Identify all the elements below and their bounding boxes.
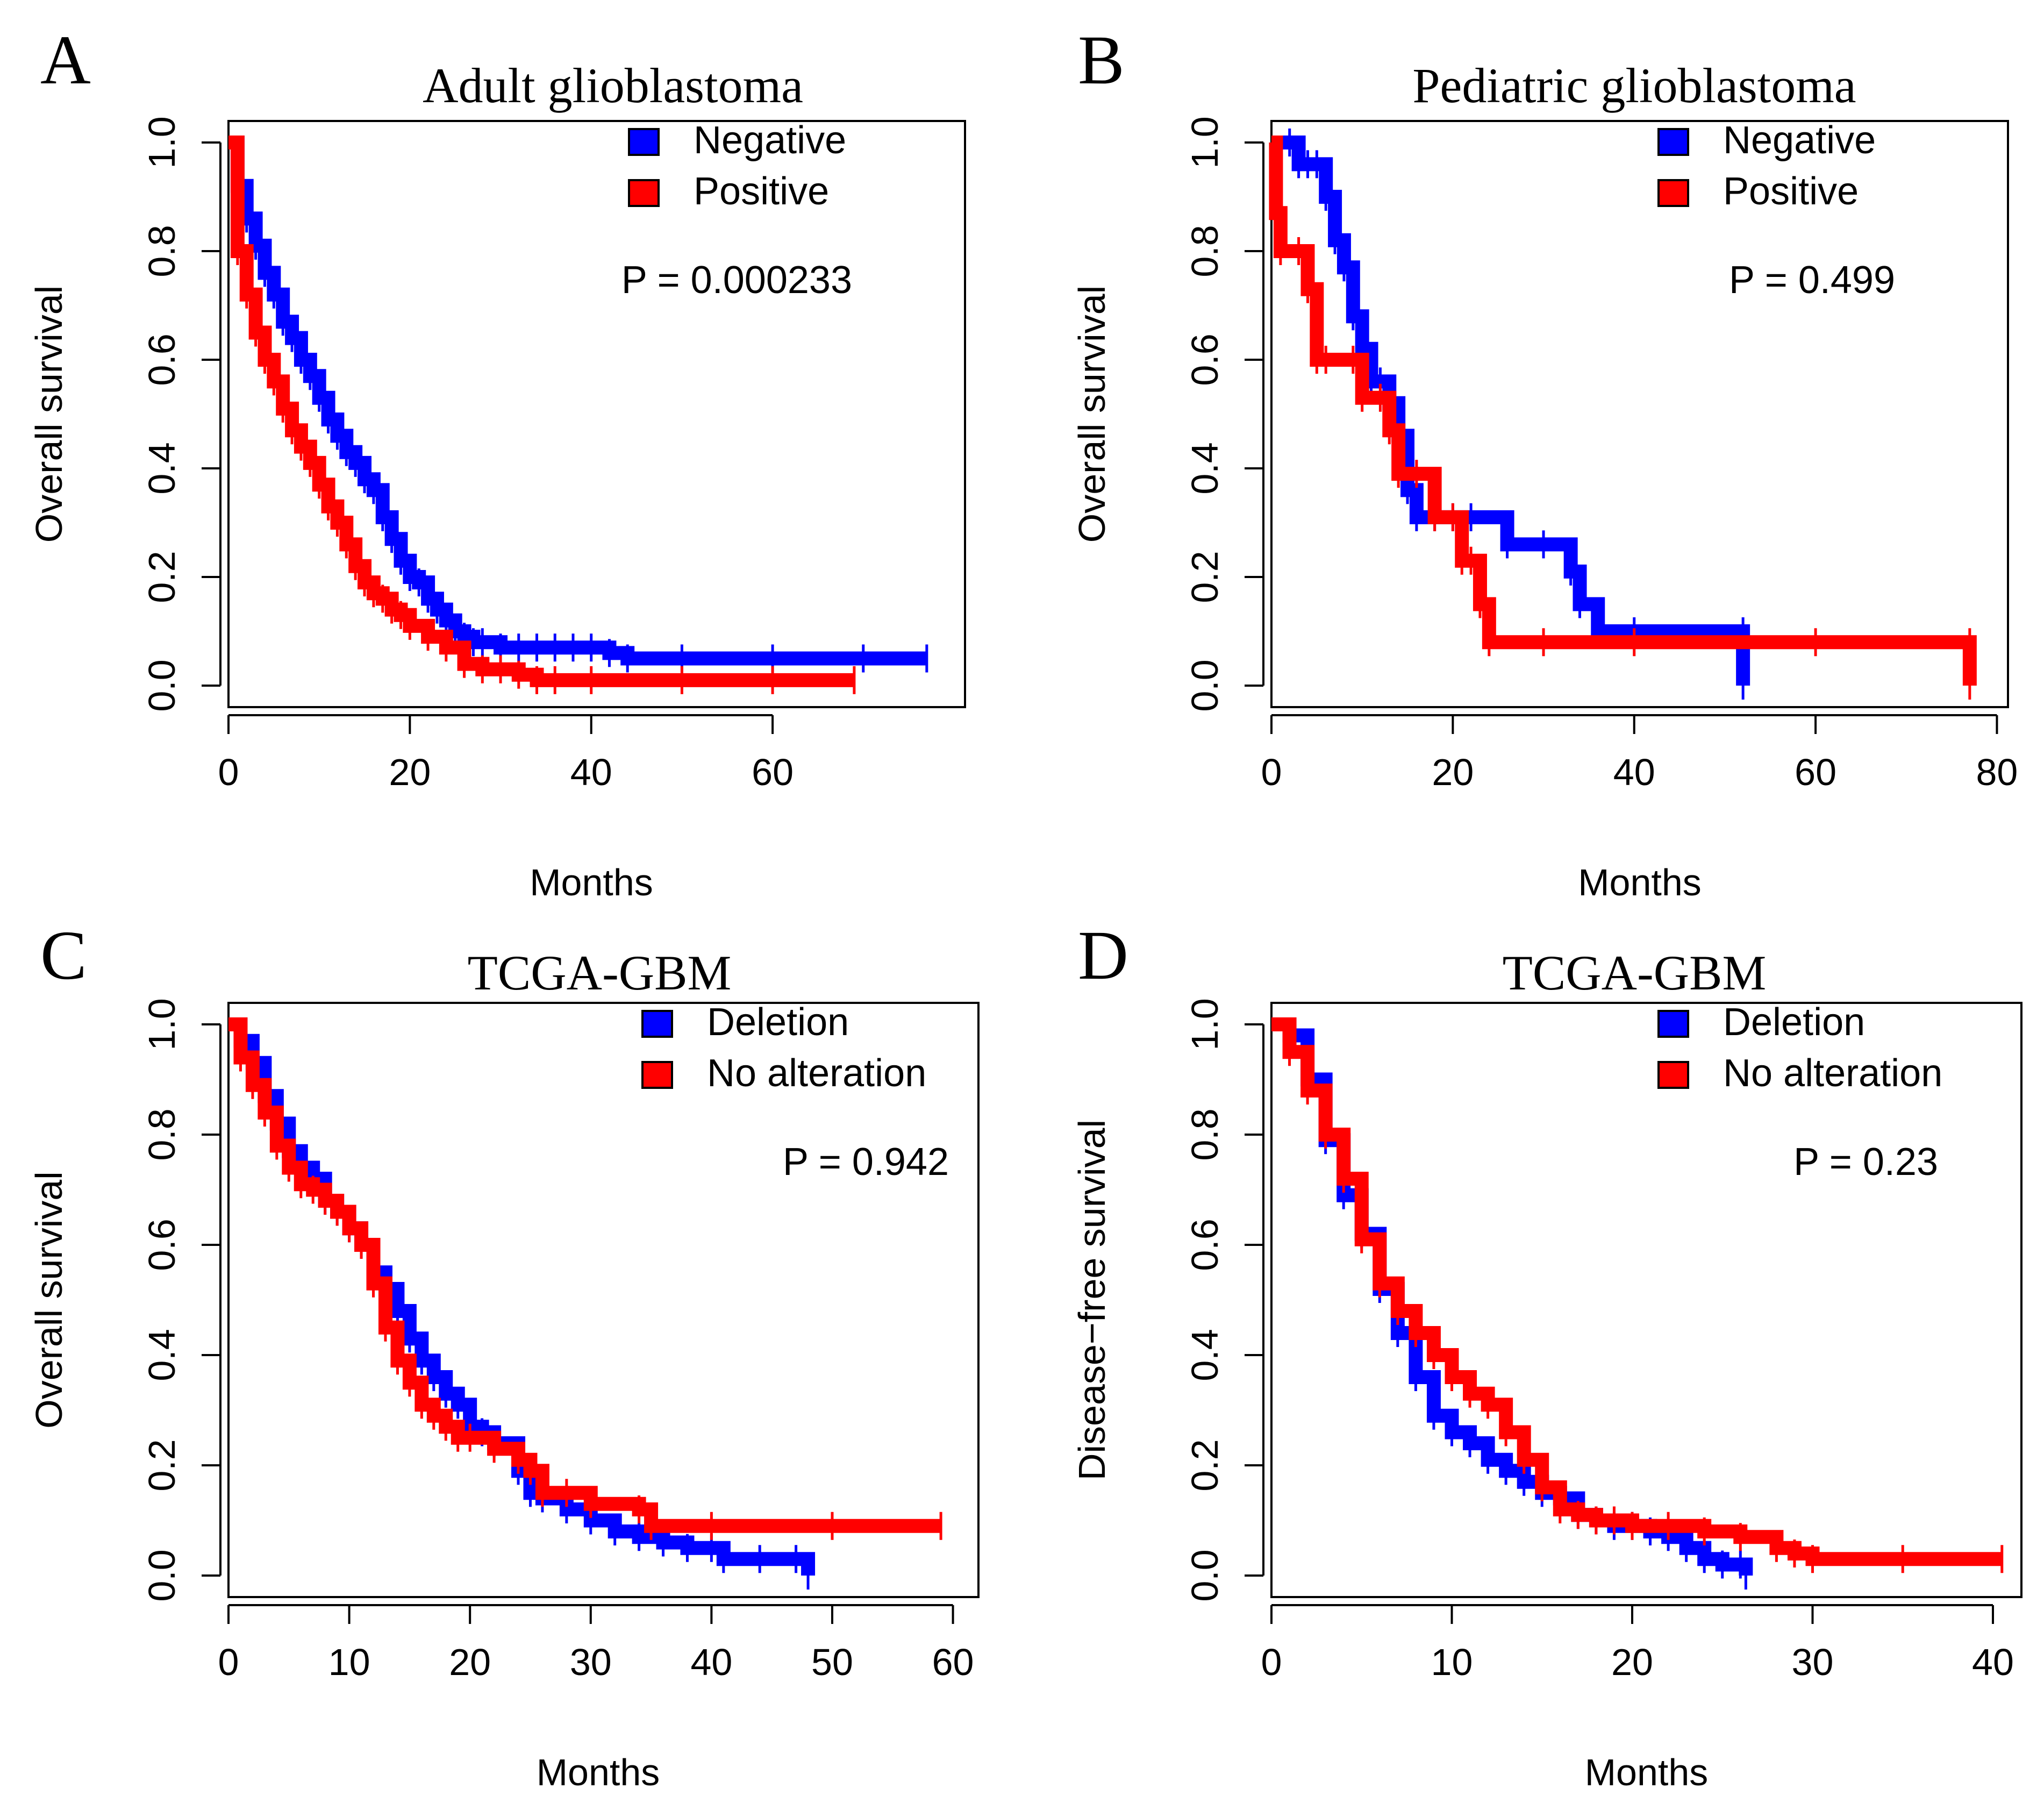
y-tick-label: 0.8 xyxy=(1184,225,1226,277)
y-tick-label: 0.0 xyxy=(141,659,183,711)
y-tick-label: 0.0 xyxy=(1184,659,1226,711)
y-tick-label: 0.8 xyxy=(1184,1108,1226,1160)
y-tick-label: 0.4 xyxy=(141,442,183,494)
y-tick-label: 0.4 xyxy=(1184,442,1226,494)
legend-swatch-no-alteration xyxy=(1657,1061,1689,1089)
x-tick-label: 50 xyxy=(811,1641,853,1683)
legend-swatch-negative xyxy=(628,128,660,156)
legend-label-positive: Positive xyxy=(694,170,829,213)
y-tick-label: 0.4 xyxy=(1184,1329,1226,1381)
panel-a: A Adult glioblastoma 0 20 40 60 0.0 0.2 0.4 0.6 0.… xyxy=(28,22,966,903)
y-tick-label: 1.0 xyxy=(1184,998,1226,1050)
legend-label-negative: Negative xyxy=(1723,119,1876,162)
x-tick-label: 40 xyxy=(570,751,612,793)
y-tick-label: 0.2 xyxy=(141,551,183,603)
x-tick-label: 10 xyxy=(1431,1641,1473,1683)
panel-letter: C xyxy=(40,917,87,994)
legend-label-deletion: Deletion xyxy=(707,1001,849,1044)
legend-label-no-alteration: No alteration xyxy=(1723,1052,1942,1095)
chart-title: Adult glioblastoma xyxy=(423,58,803,113)
x-tick-label: 30 xyxy=(1792,1641,1834,1683)
y-tick-label: 0.6 xyxy=(1184,1218,1226,1271)
chart-title: TCGA-GBM xyxy=(468,945,732,1000)
x-tick-label: 30 xyxy=(570,1641,612,1683)
panel-letter: A xyxy=(40,22,91,99)
y-tick-label: 0.6 xyxy=(141,1218,183,1271)
legend-swatch-deletion xyxy=(641,1010,673,1038)
y-axis-label: Overall survival xyxy=(28,1171,70,1428)
y-tick-label: 1.0 xyxy=(141,116,183,168)
y-tick-label: 0.8 xyxy=(141,225,183,277)
legend-swatch-no-alteration xyxy=(641,1061,673,1089)
y-tick-label: 0.0 xyxy=(141,1549,183,1601)
chart-title: Pediatric glioblastoma xyxy=(1412,58,1856,113)
panel-c: C TCGA-GBM 0 10 20 30 40 50 60 0.0 0.2 0.4 0.6 0.8 1.0… xyxy=(28,917,980,1793)
panels: A Adult glioblastoma 0 20 40 60 0.0 0.2 0.4 0.6 0.… xyxy=(28,22,2022,1793)
y-tick-label: 0.2 xyxy=(141,1439,183,1491)
y-tick-label: 0.6 xyxy=(1184,333,1226,386)
y-axis-label: Disease−free survival xyxy=(1071,1120,1113,1480)
panel-letter: B xyxy=(1078,22,1125,99)
plot-frame xyxy=(1270,1002,2022,1598)
x-tick-label: 60 xyxy=(752,751,794,793)
x-axis-label: Months xyxy=(1578,861,1702,903)
x-tick-label: 80 xyxy=(1976,751,2018,793)
panel-d: D TCGA-GBM 0 10 20 30 40 0.0 0.2 0.4 0.6 0.8 1.0 Mont… xyxy=(1071,917,2022,1793)
legend-label-no-alteration: No alteration xyxy=(707,1052,926,1095)
y-tick-label: 0.8 xyxy=(141,1108,183,1160)
panel-b: B Pediatric glioblastoma 0 20 40 60 80 0.0 0.2 0.… xyxy=(1071,22,2018,903)
x-tick-label: 10 xyxy=(328,1641,370,1683)
x-tick-label: 0 xyxy=(218,1641,239,1683)
x-tick-label: 20 xyxy=(389,751,431,793)
x-tick-label: 20 xyxy=(1611,1641,1653,1683)
y-tick-label: 1.0 xyxy=(141,998,183,1050)
x-tick-label: 40 xyxy=(1613,751,1655,793)
x-tick-label: 60 xyxy=(1795,751,1836,793)
p-value: P = 0.942 xyxy=(783,1141,949,1184)
legend-label-deletion: Deletion xyxy=(1723,1001,1865,1044)
legend-label-negative: Negative xyxy=(694,119,846,162)
y-tick-label: 0.2 xyxy=(1184,551,1226,603)
panel-letter: D xyxy=(1078,917,1128,994)
x-tick-label: 0 xyxy=(1261,1641,1282,1683)
series-line-positive xyxy=(1269,136,1977,686)
y-axis-label: Overall survival xyxy=(28,286,70,543)
y-tick-label: 0.6 xyxy=(141,333,183,386)
y-tick-label: 1.0 xyxy=(1184,116,1226,168)
legend-swatch-negative xyxy=(1657,128,1689,156)
x-axis-label: Months xyxy=(537,1751,660,1793)
y-axis-label: Overall survival xyxy=(1071,286,1113,543)
plot-frame xyxy=(227,1002,980,1598)
x-tick-label: 40 xyxy=(1972,1641,2014,1683)
plot-frame xyxy=(227,120,966,708)
x-axis-label: Months xyxy=(1585,1751,1709,1793)
x-tick-label: 40 xyxy=(690,1641,732,1683)
legend-label-positive: Positive xyxy=(1723,170,1859,213)
x-tick-label: 0 xyxy=(1261,751,1282,793)
y-tick-label: 0.4 xyxy=(141,1329,183,1381)
p-value: P = 0.499 xyxy=(1729,259,1895,302)
x-tick-label: 20 xyxy=(1432,751,1474,793)
x-tick-label: 0 xyxy=(218,751,239,793)
x-axis-label: Months xyxy=(530,861,653,903)
y-tick-label: 0.2 xyxy=(1184,1439,1226,1491)
legend-swatch-positive xyxy=(1657,179,1689,207)
x-tick-label: 60 xyxy=(932,1641,974,1683)
plot-frame xyxy=(1270,120,2009,708)
chart-title: TCGA-GBM xyxy=(1503,945,1767,1000)
p-value: P = 0.23 xyxy=(1793,1141,1938,1184)
p-value: P = 0.000233 xyxy=(621,259,852,302)
legend-swatch-deletion xyxy=(1657,1010,1689,1038)
legend-swatch-positive xyxy=(628,179,660,207)
x-tick-label: 20 xyxy=(449,1641,491,1683)
y-tick-label: 0.0 xyxy=(1184,1549,1226,1601)
